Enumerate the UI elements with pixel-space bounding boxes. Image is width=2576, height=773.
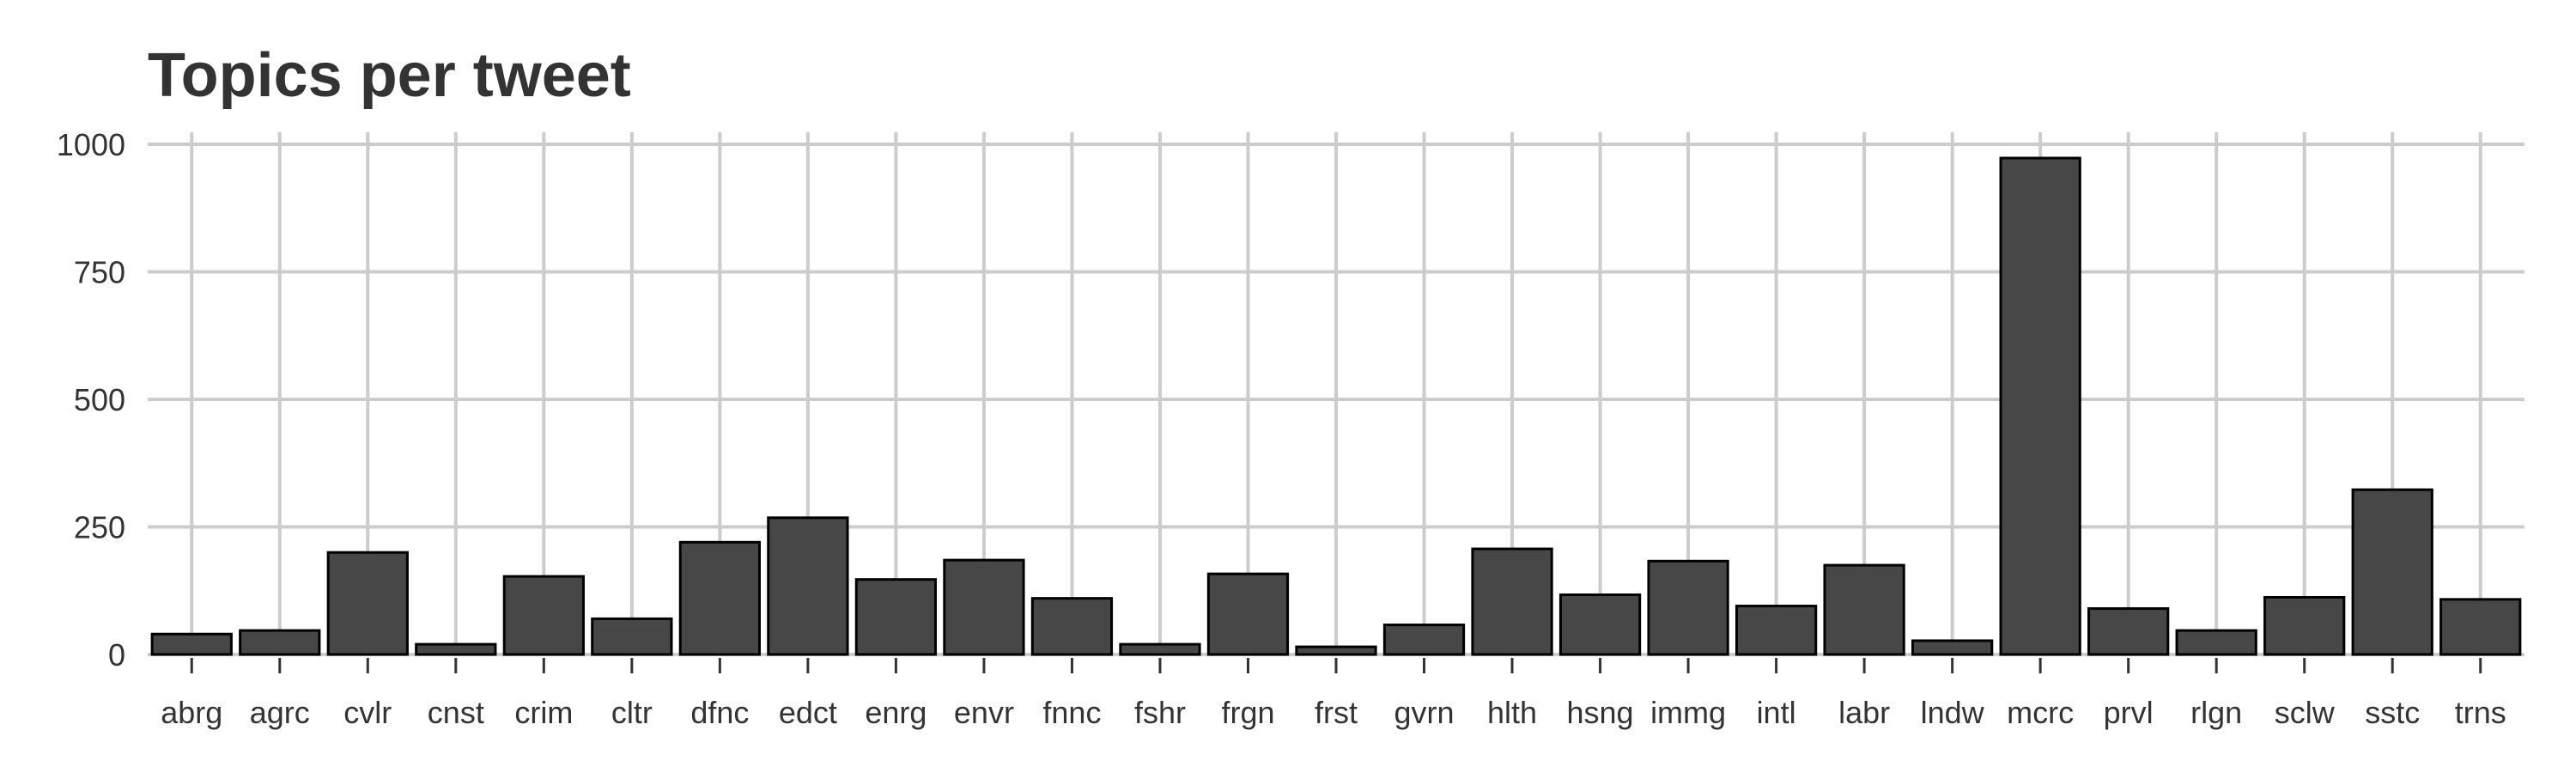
x-tick-label: hsng [1567, 695, 1634, 730]
y-tick-label: 250 [74, 510, 125, 545]
bar-crim [502, 575, 585, 656]
x-tick-label: fshr [1134, 695, 1186, 730]
x-tick-label: sclw [2275, 695, 2336, 730]
bar-cltr [591, 617, 673, 656]
bar-edct [767, 516, 849, 656]
bar-intl [1735, 605, 1818, 656]
x-tick-label: lndw [1921, 695, 1985, 730]
y-tick-label: 1000 [57, 127, 125, 162]
x-tick-label: frst [1315, 695, 1358, 730]
bar-hsng [1558, 593, 1642, 656]
bar-cnst [415, 642, 497, 656]
bar-rlgn [2175, 629, 2257, 656]
bar-fnnc [1030, 597, 1114, 656]
bar-fshr [1119, 642, 1201, 656]
x-tick-label: frgn [1221, 695, 1274, 730]
bar-sstc [2351, 488, 2433, 656]
y-tick-label: 0 [108, 637, 125, 673]
bar-mcrc [1999, 156, 2081, 656]
bar-frst [1295, 645, 1377, 656]
chart-title: Topics per tweet [148, 41, 631, 110]
y-tick-label: 500 [74, 382, 125, 417]
y-tick-label: 750 [74, 255, 125, 290]
x-tick-label: abrg [161, 695, 222, 730]
bar-hlth [1471, 547, 1553, 656]
bar-labr [1823, 563, 1905, 656]
x-tick-label: fnnc [1042, 695, 1101, 730]
x-tick-label: agrc [250, 695, 310, 730]
bar-lndw [1911, 639, 1994, 656]
x-tick-label: enrg [865, 695, 927, 730]
bar-frgn [1206, 572, 1290, 656]
x-tick-label: cnst [428, 695, 484, 730]
x-tick-label: gvrn [1394, 695, 1455, 730]
bar-sclw [2263, 595, 2346, 656]
x-tick-label: edct [779, 695, 837, 730]
x-tick-label: trns [2455, 695, 2506, 730]
x-tick-label: intl [1757, 695, 1796, 730]
bar-enrg [854, 578, 938, 656]
bar-envr [943, 558, 1025, 656]
y-axis-ticks: 0 250 500 750 1000 [57, 127, 125, 673]
x-tick-label: labr [1838, 695, 1890, 730]
bars [150, 156, 2522, 656]
x-tick-label: dfnc [690, 695, 749, 730]
x-tick-label: cltr [611, 695, 653, 730]
bar-trns [2439, 598, 2522, 656]
x-tick-label: crim [514, 695, 573, 730]
x-axis-ticks: abrg agrc cvlr cnst crim cltr dfnc edct enrg envr… [161, 658, 2506, 730]
x-tick-label: hlth [1487, 695, 1537, 730]
x-tick-label: envr [954, 695, 1014, 730]
bar-dfnc [678, 540, 762, 656]
bar-abrg [150, 632, 233, 656]
bar-cvlr [326, 551, 409, 656]
x-tick-label: rlgn [2190, 695, 2242, 730]
bar-agrc [239, 629, 321, 656]
bar-gvrn [1382, 624, 1466, 656]
x-tick-label: prvl [2104, 695, 2154, 730]
x-tick-label: mcrc [2007, 695, 2074, 730]
bar-prvl [2087, 607, 2170, 656]
x-tick-label: cvlr [343, 695, 392, 730]
bar-immg [1647, 559, 1729, 656]
x-tick-label: sstc [2365, 695, 2420, 730]
x-tick-label: immg [1650, 695, 1726, 730]
